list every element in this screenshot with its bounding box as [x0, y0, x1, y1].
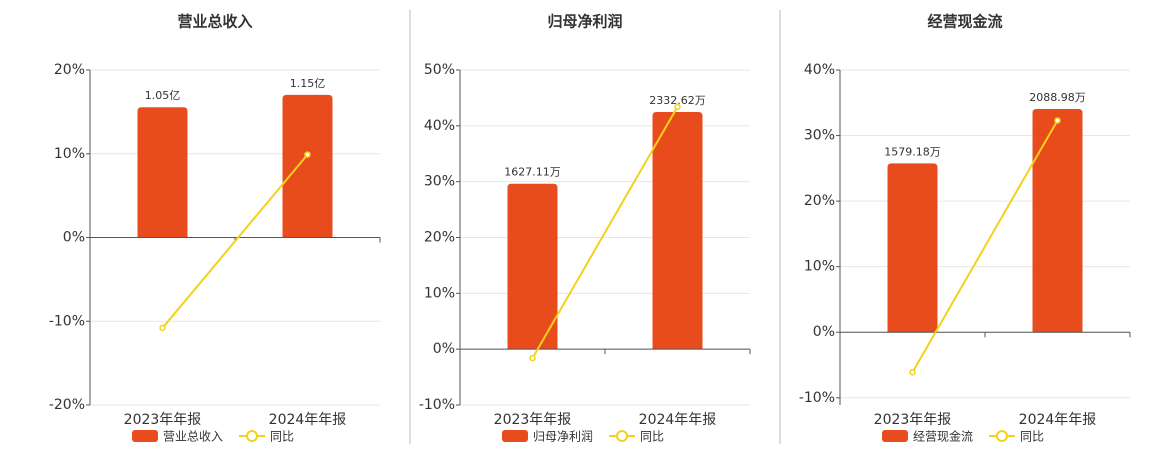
- y-tick-label: -20%: [49, 397, 85, 413]
- value-label: 1627.11万: [504, 166, 561, 179]
- point: [529, 354, 536, 362]
- y-tick-label: 10%: [54, 146, 85, 162]
- value-label: 1.05亿: [145, 89, 181, 102]
- y-tick-label: -10%: [799, 390, 835, 406]
- point: [159, 324, 166, 332]
- legend-swatch: [132, 430, 158, 442]
- bar: [282, 94, 333, 238]
- bar: [507, 183, 558, 350]
- legend-label: 同比: [1020, 430, 1044, 444]
- chart-title: 经营现金流: [927, 13, 1002, 31]
- y-tick-label: 30%: [804, 128, 835, 144]
- y-tick-label: 10%: [424, 285, 455, 301]
- y-tick-label: 30%: [424, 174, 455, 190]
- chart-title: 营业总收入: [177, 13, 252, 31]
- point: [1054, 117, 1061, 124]
- legend-label: 营业总收入: [163, 430, 223, 444]
- point: [674, 103, 681, 111]
- y-tick-label: 20%: [804, 193, 835, 209]
- y-tick-label: 20%: [54, 62, 85, 78]
- y-tick-label: 40%: [424, 118, 455, 134]
- y-tick-label: -10%: [419, 397, 455, 413]
- y-tick-label: 0%: [433, 341, 455, 357]
- legend-label: 同比: [270, 430, 294, 444]
- x-tick-label: 2024年年报: [639, 412, 717, 428]
- y-tick-label: 50%: [424, 62, 455, 78]
- value-label: 2332.62万: [649, 94, 706, 107]
- bar: [137, 107, 188, 238]
- legend-label: 归母净利润: [533, 430, 593, 444]
- legend-swatch: [996, 430, 1008, 442]
- point: [909, 368, 916, 376]
- y-tick-label: -10%: [49, 313, 85, 329]
- x-tick-label: 2023年年报: [494, 412, 572, 428]
- point: [304, 151, 311, 158]
- line: [911, 119, 1059, 373]
- legend-label: 同比: [640, 430, 664, 444]
- legend-swatch: [502, 430, 528, 442]
- bar: [652, 112, 703, 350]
- value-label: 2088.98万: [1029, 91, 1086, 104]
- x-tick-label: 2023年年报: [874, 412, 952, 428]
- legend-label: 经营现金流: [913, 429, 973, 444]
- chart-title: 归母净利润: [547, 13, 622, 31]
- value-label: 1.15亿: [290, 77, 326, 90]
- y-tick-label: 0%: [813, 324, 835, 340]
- legend-swatch: [882, 430, 908, 442]
- value-label: 1579.18万: [884, 145, 941, 158]
- y-tick-label: 10%: [804, 259, 835, 275]
- legend-swatch: [246, 430, 258, 442]
- y-tick-label: 40%: [804, 62, 835, 78]
- x-tick-label: 2024年年报: [269, 412, 347, 428]
- x-tick-label: 2024年年报: [1019, 412, 1097, 428]
- bar: [887, 163, 938, 332]
- x-tick-label: 2023年年报: [124, 412, 202, 428]
- line: [531, 106, 679, 359]
- y-tick-label: 20%: [424, 230, 455, 246]
- y-tick-label: 0%: [63, 230, 85, 246]
- bar: [1032, 108, 1083, 332]
- legend-swatch: [616, 430, 628, 442]
- line: [161, 153, 309, 329]
